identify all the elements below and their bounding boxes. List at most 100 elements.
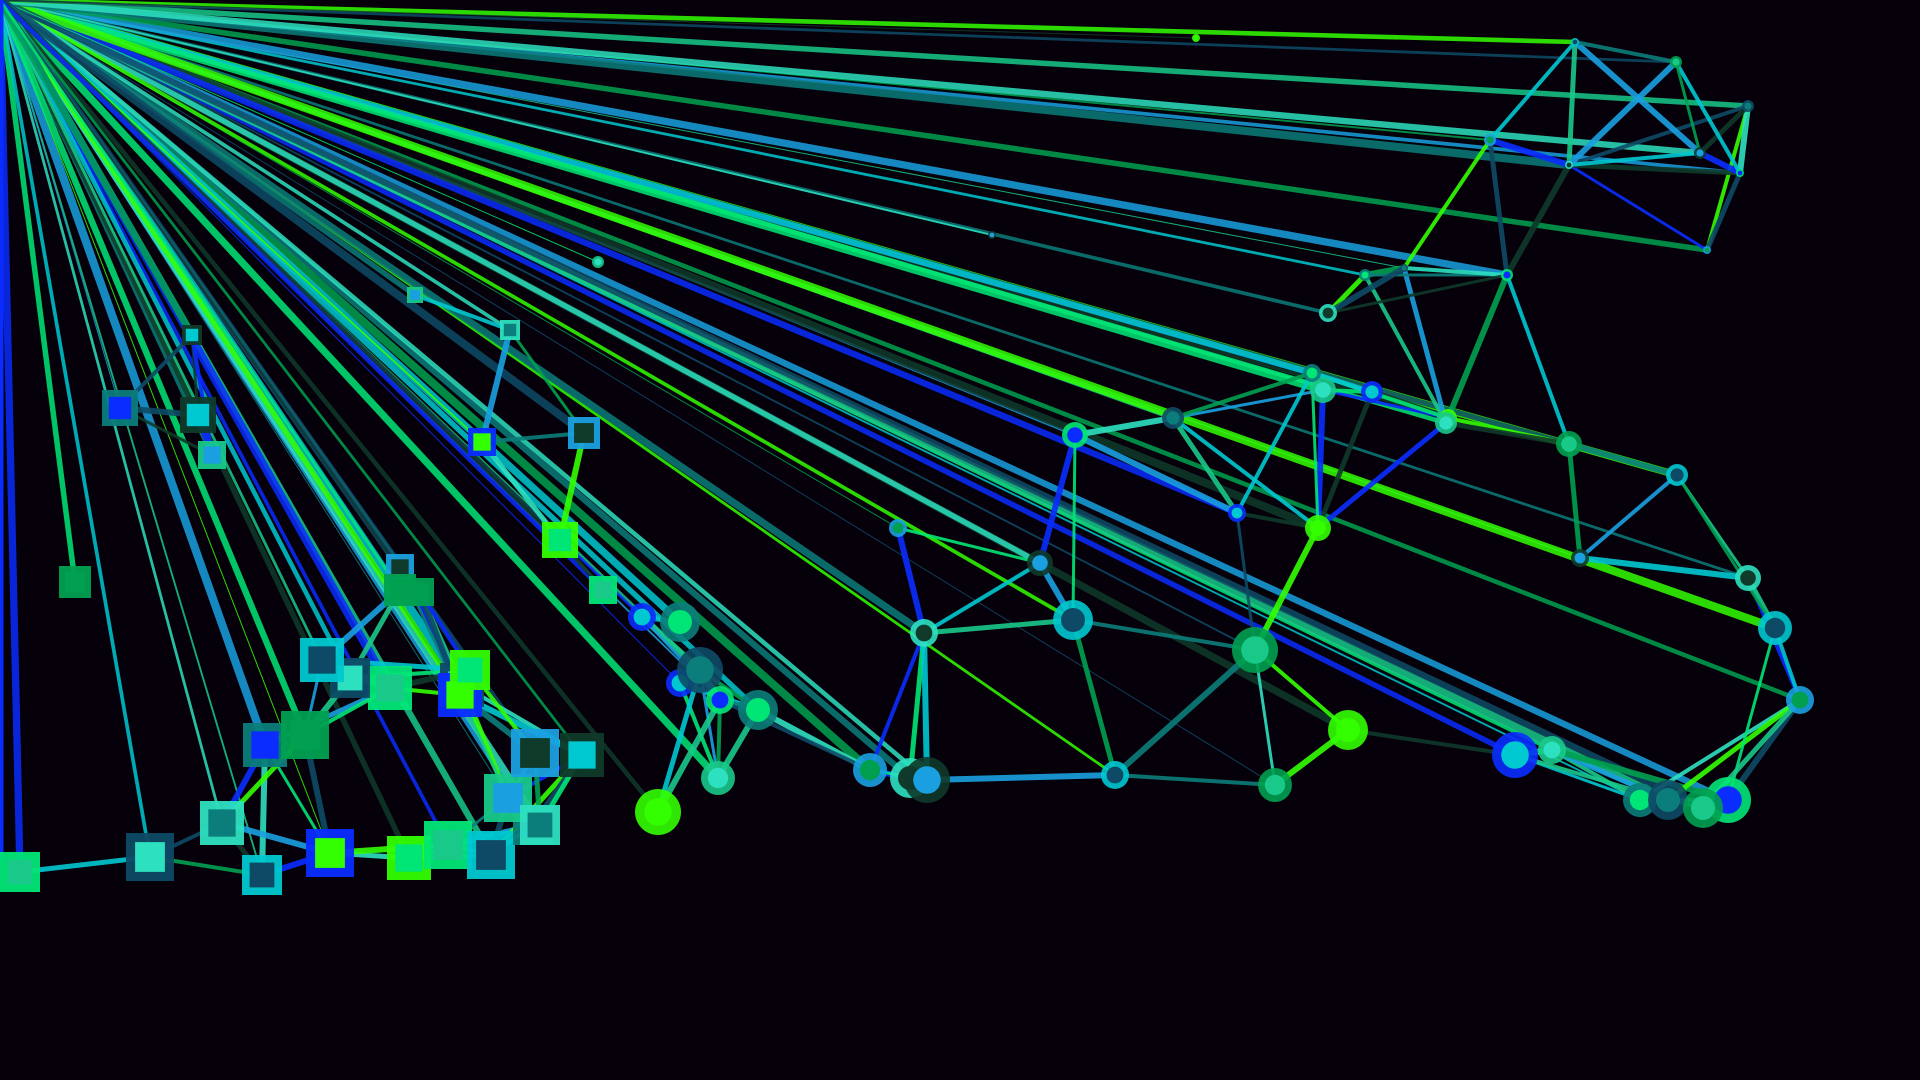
mesh-edge <box>1071 618 1257 652</box>
square-node-core <box>376 674 404 702</box>
ray-line <box>0 0 324 662</box>
mesh-edge <box>1704 170 1743 253</box>
circle-node-core <box>644 798 672 826</box>
square-node-core <box>108 396 132 420</box>
mesh-edge <box>1235 511 1320 530</box>
mesh-edge <box>1487 137 1572 168</box>
mesh-edge <box>1674 60 1702 155</box>
square-node-core <box>290 720 320 750</box>
square-node-core <box>315 838 345 868</box>
square-node-core <box>391 559 409 577</box>
mesh-edge <box>1566 162 1743 176</box>
mesh-edge <box>1443 272 1510 426</box>
ray-line <box>0 0 1707 812</box>
mesh-edge <box>1037 432 1078 566</box>
mesh-edge <box>1505 273 1571 446</box>
ray-line <box>0 0 589 438</box>
circle-node-core <box>594 258 602 266</box>
mesh-edge <box>1235 371 1314 515</box>
mesh-edge <box>1326 273 1509 315</box>
ray-line <box>0 0 152 859</box>
mesh-edge <box>1070 617 1118 778</box>
square-node-core <box>395 844 423 872</box>
mesh-edge <box>1705 104 1750 252</box>
mesh-edge <box>190 333 214 457</box>
mesh-edge <box>1443 420 1572 447</box>
ray-line <box>0 0 1574 170</box>
mesh-edge <box>1675 473 1777 630</box>
mesh-edge <box>413 293 512 332</box>
mesh-edge <box>1567 104 1750 167</box>
square-node-core <box>527 812 553 838</box>
circle-node-core <box>1061 608 1085 632</box>
mesh-edge <box>896 526 1042 565</box>
circle-node-core <box>1672 58 1680 66</box>
circle-node-core <box>1566 162 1572 168</box>
ray-line <box>0 0 1276 786</box>
circle-node-core <box>1744 102 1752 110</box>
mesh-edge <box>1573 40 1678 64</box>
circle-node-core <box>1629 789 1651 811</box>
circle-node-core <box>1365 385 1379 399</box>
circle-node-core <box>1032 555 1048 571</box>
circle-node-core <box>989 232 995 238</box>
mesh-edge <box>895 525 927 636</box>
mesh-edge <box>1697 103 1751 156</box>
ray-line <box>0 0 512 332</box>
circle-node-core <box>1737 170 1743 176</box>
mesh-edge <box>655 667 703 815</box>
mesh-edge <box>1235 511 1257 652</box>
square-node-core <box>7 859 33 885</box>
circle-node-core <box>707 767 729 789</box>
mesh-edge <box>508 328 586 435</box>
circle-node-core <box>1764 617 1786 639</box>
mesh-edge <box>1325 265 1407 316</box>
circle-node-core <box>1656 788 1680 812</box>
mesh-edge <box>1566 39 1578 168</box>
mesh-edge <box>1112 647 1258 778</box>
circle-node-core <box>1704 247 1710 253</box>
ray-line <box>0 0 1075 622</box>
square-node-core <box>594 581 612 599</box>
square-node-core <box>410 290 420 300</box>
circle-node-core <box>1791 691 1809 709</box>
mesh-edge <box>480 431 586 444</box>
square-node-core <box>186 403 210 427</box>
mesh-edge <box>1567 151 1702 167</box>
ray-line <box>0 0 78 585</box>
mesh-edge <box>1363 273 1448 425</box>
square-node-core <box>503 323 517 337</box>
ray-line <box>0 0 930 783</box>
circle-node-core <box>1306 367 1318 379</box>
ray-line <box>0 0 1367 277</box>
ray-line <box>0 0 309 739</box>
mesh-edge <box>1674 60 1742 175</box>
circle-node-core <box>1503 271 1511 279</box>
circle-node-core <box>915 624 933 642</box>
ray-line <box>0 0 1780 633</box>
ray-line <box>0 0 1710 253</box>
circle-node-core <box>746 698 770 722</box>
circle-node-core <box>1310 520 1326 536</box>
mesh-edge <box>1310 371 1320 530</box>
ray-line <box>0 0 606 593</box>
circle-node-core <box>1486 136 1494 144</box>
square-node-core <box>473 433 491 451</box>
square-node-core <box>249 862 275 888</box>
square-node-core <box>574 423 594 443</box>
ray-line <box>0 0 263 876</box>
circle-node-core <box>1439 416 1453 430</box>
ray-line <box>0 0 993 236</box>
ray-line <box>0 0 463 698</box>
mesh-edge <box>1737 103 1751 176</box>
mesh-edge <box>1566 59 1679 168</box>
mesh-edge <box>921 630 930 783</box>
mesh-edge <box>1315 420 1449 531</box>
circle-node-core <box>1193 35 1199 41</box>
mesh-edge <box>1321 388 1450 420</box>
circle-node-core <box>1241 636 1269 664</box>
circle-node-core <box>1322 307 1334 319</box>
ray-line <box>0 0 331 854</box>
mesh-nodes <box>0 34 1814 895</box>
